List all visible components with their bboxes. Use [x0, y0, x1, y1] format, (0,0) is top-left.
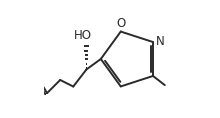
- Text: O: O: [117, 17, 126, 30]
- Text: HO: HO: [73, 29, 92, 42]
- Text: N: N: [156, 35, 165, 48]
